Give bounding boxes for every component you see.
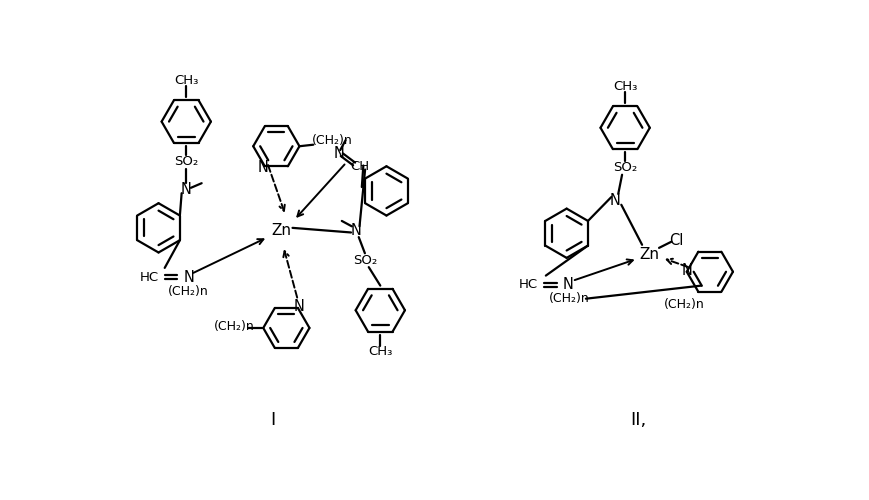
Text: CH: CH xyxy=(350,160,369,173)
Text: CH₃: CH₃ xyxy=(368,346,393,358)
Text: SO₂: SO₂ xyxy=(613,162,637,174)
Text: Zn: Zn xyxy=(272,224,292,238)
Text: N: N xyxy=(258,160,269,174)
Text: (CH₂)n: (CH₂)n xyxy=(168,284,209,298)
Text: N: N xyxy=(563,278,574,292)
Text: N: N xyxy=(183,270,194,284)
Text: N: N xyxy=(350,224,362,238)
Text: (CH₂)n: (CH₂)n xyxy=(548,292,589,305)
Text: II,: II, xyxy=(630,412,647,430)
Text: Zn: Zn xyxy=(640,246,660,262)
Text: (CH₂)n: (CH₂)n xyxy=(311,134,352,146)
Text: SO₂: SO₂ xyxy=(353,254,377,266)
Text: HC: HC xyxy=(519,278,538,291)
Text: N: N xyxy=(334,146,344,160)
Text: N: N xyxy=(294,299,305,314)
Text: N: N xyxy=(610,192,620,208)
Text: I: I xyxy=(270,412,275,430)
Text: CH₃: CH₃ xyxy=(613,80,637,92)
Text: N: N xyxy=(681,262,693,278)
Text: SO₂: SO₂ xyxy=(174,155,198,168)
Text: N: N xyxy=(181,182,192,197)
Text: HC: HC xyxy=(139,270,158,283)
Text: (CH₂)n: (CH₂)n xyxy=(664,298,705,310)
Text: (CH₂)n: (CH₂)n xyxy=(214,320,255,333)
Text: CH₃: CH₃ xyxy=(174,74,198,86)
Text: Cl: Cl xyxy=(669,232,683,248)
